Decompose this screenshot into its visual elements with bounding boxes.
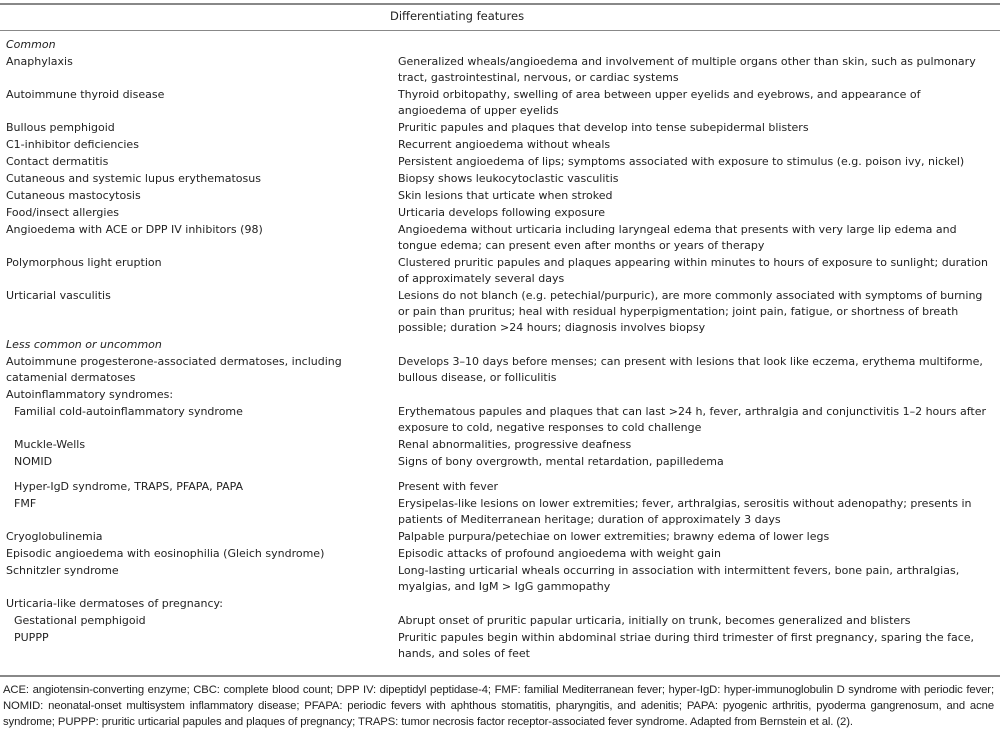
table-row: Polymorphous light eruption Clustered pru… [0,255,1000,288]
header-rule [0,30,1000,31]
table-row: Anaphylaxis Generalized wheals/angioedema… [0,54,1000,87]
table-row: Contact dermatitis Persistent angioedema … [0,154,1000,171]
table-row: Cryoglobulinemia Palpable purpura/petechi… [0,529,1000,546]
table-row: Muckle-Wells Renal abnormalities, progres… [0,437,1000,454]
table-row: Urticaria-like dermatoses of pregnancy: [0,596,1000,613]
feature-cell: Develops 3–10 days before menses; can pr… [398,355,983,384]
feature-cell: Abrupt onset of pruritic papular urticar… [398,614,911,627]
feature-cell: Palpable purpura/petechiae on lower extr… [398,530,830,543]
table-row: Bullous pemphigoid Pruritic papules and p… [0,120,1000,137]
condition-cell: Gestational pemphigoid [14,614,146,627]
table-row: NOMID Signs of bony overgrowth, mental re… [0,454,1000,479]
condition-cell: Hyper-IgD syndrome, TRAPS, PFAPA, PAPA [14,480,244,493]
table-row: Less common or uncommon [0,337,1000,354]
feature-cell [398,337,1000,354]
condition-cell: Schnitzler syndrome [6,564,119,577]
feature-cell: Renal abnormalities, progressive deafnes… [398,438,632,451]
condition-cell: Common [6,38,56,51]
feature-cell: Clustered pruritic papules and plaques a… [398,256,988,285]
condition-cell: Autoimmune thyroid disease [6,88,165,101]
feature-cell: Skin lesions that urticate when stroked [398,189,613,202]
table-row: Hyper-IgD syndrome, TRAPS, PFAPA, PAPA Pr… [0,479,1000,496]
table-row: Urticarial vasculitis Lesions do not blan… [0,288,1000,337]
table-row: FMF Erysipelas-like lesions on lower extr… [0,496,1000,529]
feature-cell: Recurrent angioedema without wheals [398,138,611,151]
table-row: Autoimmune progesterone-associated derma… [0,354,1000,387]
top-rule [0,3,1000,5]
condition-cell: Angioedema with ACE or DPP IV inhibitors… [6,223,263,236]
condition-cell: Muckle-Wells [14,438,86,451]
feature-cell [398,596,1000,613]
condition-cell: FMF [14,497,37,510]
table-row: Autoinflammatory syndromes: [0,387,1000,404]
condition-cell: Familial cold-autoinflammatory syndrome [14,405,243,418]
table-footnote: ACE: angiotensin-converting enzyme; CBC:… [3,684,994,728]
table-body: Common Anaphylaxis Generalized wheals/angi… [0,37,1000,663]
condition-cell: Autoimmune progesterone-associated derma… [6,355,342,384]
condition-cell: Urticaria-like dermatoses of pregnancy: [6,597,223,610]
condition-cell: Bullous pemphigoid [6,121,115,134]
feature-cell: Present with fever [398,480,499,493]
table-row: Common [0,37,1000,54]
table-row: PUPPP Pruritic papules begin within abdom… [0,630,1000,663]
table-row: Familial cold-autoinflammatory syndrome E… [0,404,1000,437]
column-header-features: Differentiating features [390,9,525,23]
feature-cell [398,387,1000,404]
table-row: Autoimmune thyroid disease Thyroid orbito… [0,87,1000,120]
condition-cell: Food/insect allergies [6,206,119,219]
condition-cell: Polymorphous light eruption [6,256,162,269]
feature-cell [398,37,1000,54]
table-row: Schnitzler syndrome Long-lasting urticari… [0,563,1000,596]
table-row: Angioedema with ACE or DPP IV inhibitors… [0,222,1000,255]
feature-cell: Pruritic papules and plaques that develo… [398,121,809,134]
feature-cell: Erythematous papules and plaques that ca… [398,405,987,434]
feature-cell: Urticaria develops following exposure [398,206,606,219]
condition-cell: Cutaneous mastocytosis [6,189,141,202]
condition-cell: Cryoglobulinemia [6,530,103,543]
feature-cell: Angioedema without urticaria including l… [398,223,957,252]
table-row: Cutaneous and systemic lupus erythematos… [0,171,1000,188]
feature-cell: Biopsy shows leukocytoclastic vasculitis [398,172,619,185]
feature-cell: Signs of bony overgrowth, mental retarda… [398,455,724,468]
feature-cell: Long-lasting urticarial wheals occurring… [398,564,960,593]
feature-cell: Lesions do not blanch (e.g. petechial/pu… [398,289,983,334]
condition-cell: PUPPP [14,631,49,644]
condition-cell: Autoinflammatory syndromes: [6,388,174,401]
feature-cell: Persistent angioedema of lips; symptoms … [398,155,965,168]
table-row: Gestational pemphigoid Abrupt onset of pr… [0,613,1000,630]
feature-cell: Episodic attacks of profound angioedema … [398,547,722,560]
table-row: C1-inhibitor deficiencies Recurrent angio… [0,137,1000,154]
feature-cell: Pruritic papules begin within abdominal … [398,631,975,660]
condition-cell: Cutaneous and systemic lupus erythematos… [6,172,261,185]
table-row: Food/insect allergies Urticaria develops … [0,205,1000,222]
condition-cell: Episodic angioedema with eosinophilia (G… [6,547,325,560]
condition-cell: C1-inhibitor deficiencies [6,138,139,151]
bottom-rule [0,675,1000,677]
feature-cell: Generalized wheals/angioedema and involv… [398,55,976,84]
feature-cell: Thyroid orbitopathy, swelling of area be… [398,88,921,117]
table-row: Cutaneous mastocytosis Skin lesions that … [0,188,1000,205]
condition-cell: Urticarial vasculitis [6,289,111,302]
condition-cell: Contact dermatitis [6,155,109,168]
condition-cell: Anaphylaxis [6,55,73,68]
condition-cell: NOMID [14,455,53,468]
condition-cell: Less common or uncommon [6,338,162,351]
table-row: Episodic angioedema with eosinophilia (G… [0,546,1000,563]
feature-cell: Erysipelas-like lesions on lower extremi… [398,497,972,526]
